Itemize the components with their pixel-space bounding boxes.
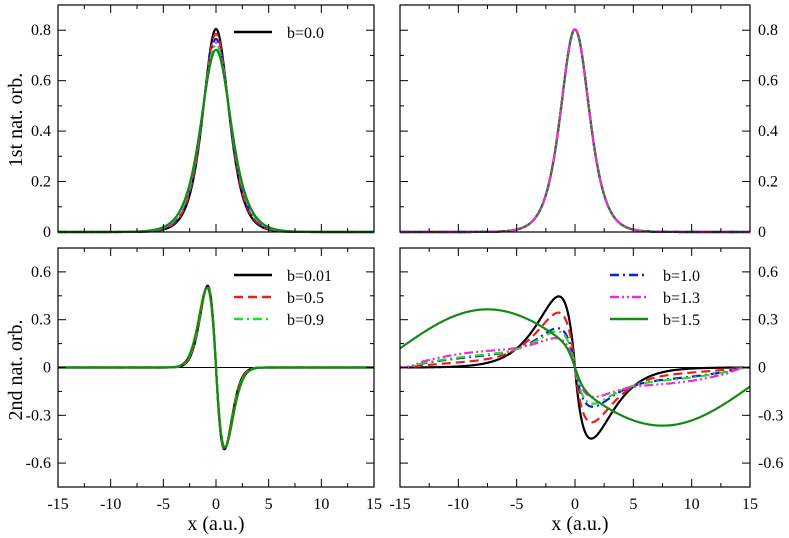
series-line-b=1.5 [399, 308, 751, 427]
ylabel-bottom: 2nd nat. orb. [5, 319, 27, 420]
series-line-b=0.0 [58, 27, 374, 234]
series-line-b=1.3 [58, 41, 374, 234]
y-tick-label: -0.6 [26, 455, 51, 472]
legend-label: b=0.01 [287, 268, 332, 285]
y-tick-label: -0.6 [758, 455, 783, 472]
y-tick-label: 0.8 [758, 22, 778, 39]
series-line-b=0.9 [399, 330, 751, 405]
series-line-b=1.0 [400, 28, 750, 234]
panel-top-left: 0 0.2 0.4 0.6 0.8 b=0.0 [31, 4, 375, 241]
y-tick-label: 0.8 [31, 22, 51, 39]
y-tick-label: 0.4 [31, 123, 51, 140]
ylabel-top: 1st nat. orb. [5, 73, 27, 167]
y-tick-label: 0.6 [31, 73, 51, 90]
series-line-b=0.9 [58, 44, 374, 234]
x-tick-label: 10 [313, 496, 329, 513]
x-tick-label: -10 [100, 496, 121, 513]
series-line-b=1.5 [58, 286, 374, 449]
panel-top-right: 0 0.2 0.4 0.6 0.8 [399, 4, 778, 241]
panel-bottom-right: -15 -10 -5 0 5 10 15 -0.6 -0.3 0 0.3 0.6 b=1.0 b=1.3 b… [389, 247, 783, 513]
x-tick-label: -15 [47, 496, 68, 513]
plot-frame [399, 4, 751, 233]
y-tick-label: 0.6 [31, 264, 51, 281]
x-tick-label: -5 [510, 496, 523, 513]
series-line-b=0.0 [400, 28, 750, 234]
y-tick-label: 0.2 [758, 174, 778, 191]
legend-label: b=0.9 [287, 312, 324, 329]
y-tick-label: 0.4 [758, 123, 778, 140]
x-tick-label: -10 [448, 496, 469, 513]
y-tick-label: 0 [43, 224, 51, 241]
series-line-b=1.0 [58, 37, 374, 234]
legend-label: b=0.5 [287, 290, 324, 307]
panel-bottom-left: -15 -10 -5 0 5 10 15 -0.6 -0.3 0 0.3 0.6 b=0.01 b=0.5… [26, 247, 382, 513]
x-tick-label: 5 [629, 496, 637, 513]
series-line-b=0.5 [400, 28, 750, 234]
xlabel-left: x (a.u.) [187, 513, 244, 535]
series-line-b=0.5 [399, 311, 751, 424]
y-tick-label: 0 [43, 360, 51, 377]
y-tick-label: 0 [758, 360, 766, 377]
y-tick-label: -0.3 [26, 407, 51, 424]
legend-label: b=1.3 [663, 290, 700, 307]
x-tick-label: 0 [571, 496, 579, 513]
legend-label: b=0.0 [287, 25, 324, 42]
y-tick-label: 0.6 [758, 73, 778, 90]
y-tick-label: 0.3 [758, 312, 778, 329]
x-tick-label: -5 [157, 496, 170, 513]
y-tick-label: 0.3 [31, 312, 51, 329]
series-line-b=0.5 [58, 32, 374, 234]
y-tick-label: 0 [758, 224, 766, 241]
x-tick-label: -15 [389, 496, 410, 513]
y-tick-label: 0.2 [31, 174, 51, 191]
series-line-b=1.5 [58, 48, 374, 234]
y-tick-label: -0.3 [758, 407, 783, 424]
xlabel-right: x (a.u.) [551, 513, 608, 535]
series-line-b=1.5 [400, 28, 750, 234]
x-tick-label: 10 [684, 496, 700, 513]
x-tick-label: 15 [742, 496, 758, 513]
legend-label: b=1.5 [663, 312, 700, 329]
legend-label: b=1.0 [663, 268, 700, 285]
series-line-b=1.3 [399, 337, 751, 398]
x-tick-label: 0 [212, 496, 220, 513]
y-tick-label: 0.6 [758, 264, 778, 281]
x-tick-label: 15 [366, 496, 382, 513]
series-line-b=1.3 [400, 28, 750, 234]
x-tick-label: 5 [265, 496, 273, 513]
